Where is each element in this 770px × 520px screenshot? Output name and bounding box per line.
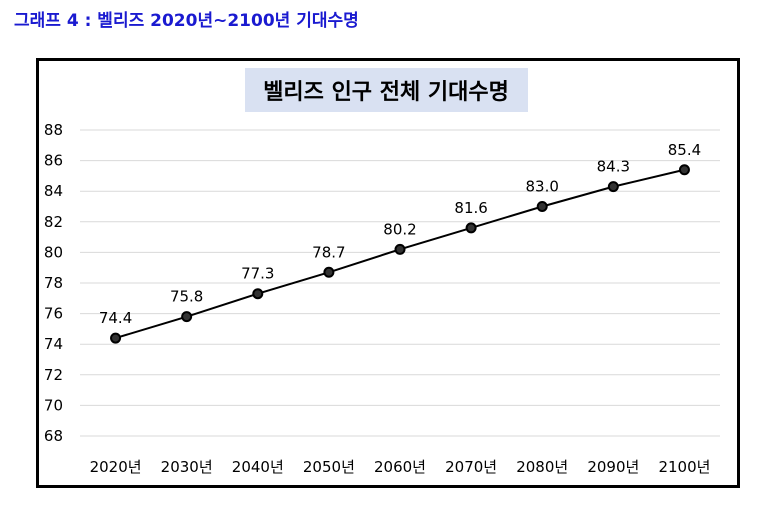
x-tick-label: 2020년 (90, 458, 142, 476)
data-point (323, 266, 335, 278)
y-tick-label: 74 (44, 335, 63, 353)
x-tick-label: 2080년 (516, 458, 568, 476)
data-point (252, 288, 264, 300)
data-label: 81.6 (454, 199, 487, 217)
data-point (536, 201, 548, 212)
y-tick-label: 86 (44, 152, 63, 170)
y-tick-label: 70 (44, 396, 63, 414)
chart-title-background (245, 68, 528, 112)
data-label: 80.2 (383, 220, 416, 238)
data-label: 78.7 (312, 243, 345, 261)
data-point (394, 243, 406, 255)
y-tick-label: 78 (44, 274, 63, 292)
x-tick-label: 2100년 (658, 458, 710, 476)
x-tick-label: 2070년 (445, 458, 497, 476)
data-label: 85.4 (668, 141, 701, 159)
y-tick-label: 82 (44, 213, 63, 231)
x-tick-label: 2050년 (303, 458, 355, 476)
y-tick-label: 76 (44, 305, 63, 323)
data-label: 84.3 (597, 158, 630, 176)
data-point (181, 311, 193, 323)
data-label: 77.3 (241, 265, 274, 283)
data-labels: 74.4 75.8 77.3 78.7 80.2 81.6 83.0 84.3 85.4 (99, 141, 701, 327)
data-label: 75.8 (170, 288, 203, 306)
data-point (110, 332, 122, 344)
y-tick-label: 72 (44, 366, 63, 384)
data-label: 74.4 (99, 309, 132, 327)
data-point (678, 164, 690, 176)
data-point (465, 222, 477, 234)
gridlines (80, 129, 720, 437)
chart-title: 벨리즈 인구 전체 기대수명 (263, 80, 509, 105)
data-points (110, 164, 690, 344)
data-label: 83.0 (526, 178, 559, 196)
y-tick-label: 80 (44, 243, 63, 261)
x-tick-label: 2040년 (232, 458, 284, 476)
data-point (607, 181, 619, 193)
x-axis-ticks: 2020년 2030년 2040년 2050년 2060년 2070년 2080년 2090년… (90, 458, 711, 476)
figure-caption: 그래프 4 : 벨리즈 2020년~2100년 기대수명 (14, 11, 359, 31)
y-axis-ticks: 68 70 72 74 76 78 80 82 84 86 88 (44, 121, 63, 445)
x-tick-label: 2090년 (587, 458, 639, 476)
y-tick-label: 88 (44, 121, 63, 139)
x-tick-label: 2030년 (161, 458, 213, 476)
x-tick-label: 2060년 (374, 458, 426, 476)
y-tick-label: 84 (44, 182, 63, 200)
y-tick-label: 68 (44, 427, 63, 445)
